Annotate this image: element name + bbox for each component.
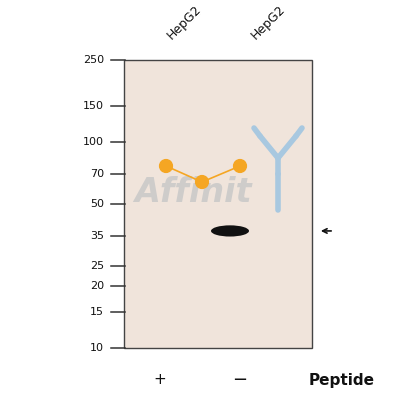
Circle shape [196,176,208,188]
Circle shape [234,160,246,172]
Text: Peptide: Peptide [309,372,375,388]
Text: 150: 150 [83,101,104,111]
Text: 15: 15 [90,307,104,317]
Text: HepG2: HepG2 [165,3,204,42]
Text: HepG2: HepG2 [249,3,288,42]
Text: 10: 10 [90,343,104,353]
Text: 35: 35 [90,231,104,241]
Circle shape [160,160,172,172]
Text: 50: 50 [90,199,104,209]
Text: 70: 70 [90,169,104,179]
Ellipse shape [211,225,249,236]
Text: Affinit: Affinit [134,176,252,208]
Text: 100: 100 [83,137,104,147]
Text: 25: 25 [90,261,104,271]
Bar [124,60,312,348]
Text: 20: 20 [90,281,104,291]
Text: −: − [232,371,248,389]
Text: +: + [154,372,166,388]
Text: 250: 250 [83,55,104,65]
